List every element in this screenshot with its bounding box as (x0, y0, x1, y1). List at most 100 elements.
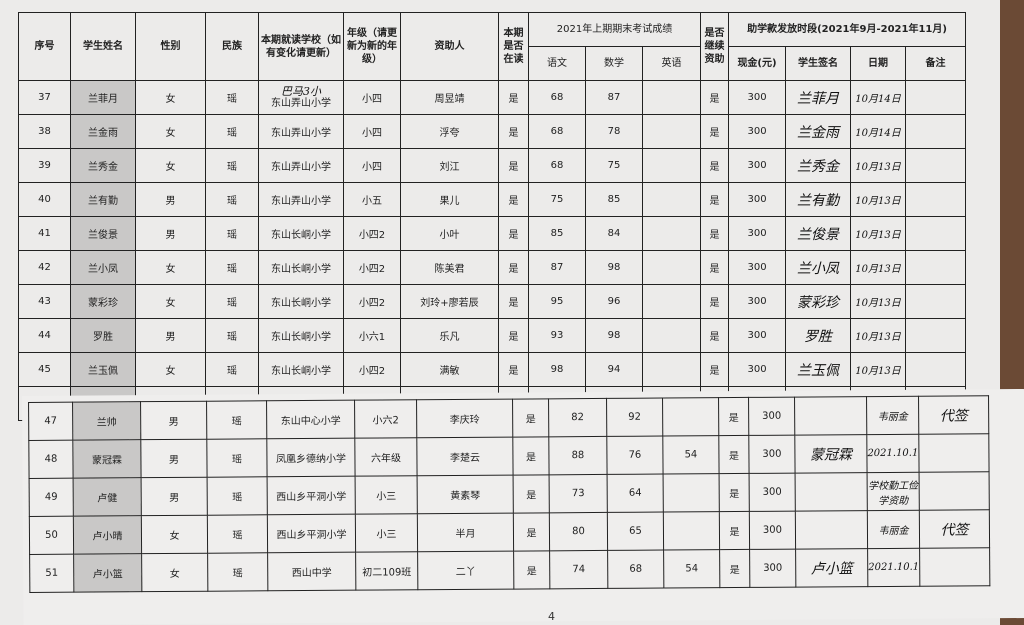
cell-english (663, 511, 720, 551)
cell-remark (905, 250, 967, 285)
cell-signature: 兰小凤 (785, 250, 852, 285)
cell-cash: 300 (728, 114, 787, 149)
cell-sponsor: 乐凡 (400, 318, 499, 353)
cell-date: 10月14日 (850, 80, 907, 115)
cell-no: 40 (18, 182, 71, 217)
table-row: 39 兰秀金女瑶东山弄山小学 小四 刘江是 68 75 是 300 兰秀金 10月13日 (18, 148, 967, 183)
cell-school: 东山中心小学 (266, 400, 355, 439)
cell-chinese: 80 (549, 512, 608, 551)
stipend-table-top: 序号 学生姓名 性别 民族 本期就读学校（如有变化请更新） 年级（请更新为新的年… (18, 12, 967, 421)
cell-cash: 300 (749, 549, 796, 588)
table-row: 50 卢小晴女瑶西山乡平洞小学 小三 半月是 80 65 是 300 韦丽金 代签 (29, 509, 990, 555)
cell-math: 92 (606, 398, 663, 437)
cell-ethnic: 瑶 (205, 318, 259, 353)
cell-ethnic: 瑶 (205, 352, 259, 387)
document-page: 序号 学生姓名 性别 民族 本期就读学校（如有变化请更新） 年级（请更新为新的年… (0, 0, 1000, 625)
cell-math: 94 (585, 352, 643, 387)
cell-date: 2021.10.13 (867, 548, 920, 587)
cell-signature: 卢小篮 (795, 548, 868, 588)
cell-remark: 代签 (918, 395, 989, 435)
cell-school: 西山乡平洞小学 (267, 514, 356, 553)
cell-no: 37 (18, 80, 71, 115)
cell-cash: 300 (748, 397, 795, 436)
cell-name: 罗胜 (70, 318, 136, 353)
cell-math: 78 (585, 114, 643, 149)
table-row: 47 兰帅男瑶东山中心小学 小六2 李庆玲是 82 92 是 300 韦丽金 代签 (28, 395, 989, 441)
cell-signature: 兰秀金 (785, 148, 852, 183)
cell-signature (794, 396, 867, 436)
cell-no: 44 (18, 318, 71, 353)
header-scores: 2021年上期期末考试成绩 (527, 12, 702, 47)
cell-no: 48 (28, 440, 74, 479)
cell-signature: 兰俊景 (785, 216, 852, 251)
table-row: 49 卢健男瑶西山乡平洞小学 小三 黄素琴是 73 64 是 300 学校勤工俭学资助 (29, 471, 990, 517)
cell-name: 兰菲月 (70, 80, 136, 115)
cell-chinese: 88 (548, 436, 608, 475)
cell-no: 51 (29, 554, 74, 593)
cell-name: 兰有勤 (70, 182, 136, 217)
cell-grade: 小四 (343, 148, 401, 183)
cell-school: 西山乡平洞小学 (267, 476, 356, 515)
cell-sponsor: 周昱靖 (400, 80, 499, 115)
cell-continue: 是 (700, 352, 730, 387)
cell-name: 兰帅 (72, 401, 141, 441)
cell-chinese: 87 (528, 250, 586, 285)
header-ethnic: 民族 (205, 12, 259, 81)
cell-grade: 小六1 (343, 318, 401, 353)
cell-cash: 300 (728, 216, 787, 251)
header-english: 英语 (641, 46, 702, 81)
cell-grade: 六年级 (354, 437, 418, 477)
cell-english (641, 352, 702, 387)
cell-grade: 初二109班 (355, 551, 418, 591)
cell-date: 10月13日 (850, 250, 907, 285)
cell-grade: 小三 (355, 475, 418, 515)
cell-sponsor: 小叶 (400, 216, 499, 251)
cell-grade: 小六2 (354, 399, 417, 439)
cell-chinese: 68 (528, 80, 586, 115)
cell-school: 东山弄山小学 (258, 114, 344, 149)
cell-english (641, 216, 702, 251)
cell-english (641, 284, 702, 319)
cell-chinese: 74 (549, 550, 608, 589)
cell-ethnic: 瑶 (205, 182, 259, 217)
cell-gender: 男 (140, 401, 207, 440)
cell-sponsor: 满敏 (400, 352, 499, 387)
table-row: 37 兰菲月女瑶巴马3小 东山弄山小学 小四 周昱靖是 68 87 是 300 兰菲月 10月14日 (18, 80, 967, 115)
cell-cash: 300 (728, 250, 787, 285)
cell-school: 凤凰乡德纳小学 (266, 438, 356, 477)
cell-continue: 是 (718, 435, 750, 474)
cell-date: 10月13日 (850, 318, 907, 353)
cell-gender: 女 (135, 148, 206, 183)
cell-remark (905, 318, 967, 353)
cell-cash: 300 (728, 284, 787, 319)
cell-gender: 女 (141, 515, 208, 554)
cell-name: 兰玉佩 (70, 352, 136, 387)
cell-grade: 小三 (355, 513, 418, 553)
header-sponsor: 资助人 (400, 12, 499, 81)
cell-no: 41 (18, 216, 71, 251)
cell-school: 东山长峒小学 (258, 352, 344, 387)
cell-no: 50 (29, 516, 74, 555)
header-grade: 年级（请更新为新的年级） (343, 12, 401, 81)
cell-name: 兰小凤 (70, 250, 136, 285)
cell-english (641, 250, 702, 285)
cell-enrolled: 是 (498, 148, 529, 183)
cell-continue: 是 (700, 148, 730, 183)
cell-remark (919, 471, 990, 511)
cell-remark (905, 182, 967, 217)
cell-english (641, 182, 702, 217)
cell-remark (919, 547, 990, 587)
header-date: 日期 (850, 46, 907, 81)
header-remark: 备注 (905, 46, 967, 81)
cell-date: 10月13日 (850, 182, 907, 217)
cell-no: 38 (18, 114, 71, 149)
cell-gender: 女 (135, 114, 206, 149)
cell-continue: 是 (700, 182, 730, 217)
cell-sponsor: 刘玲+廖若辰 (400, 284, 499, 319)
cell-gender: 男 (135, 182, 206, 217)
cell-school: 东山弄山小学 (258, 148, 344, 183)
cell-ethnic: 瑶 (205, 114, 259, 149)
cell-math: 96 (585, 284, 643, 319)
cell-sponsor: 李楚云 (416, 437, 514, 476)
cell-ethnic: 瑶 (205, 216, 259, 251)
